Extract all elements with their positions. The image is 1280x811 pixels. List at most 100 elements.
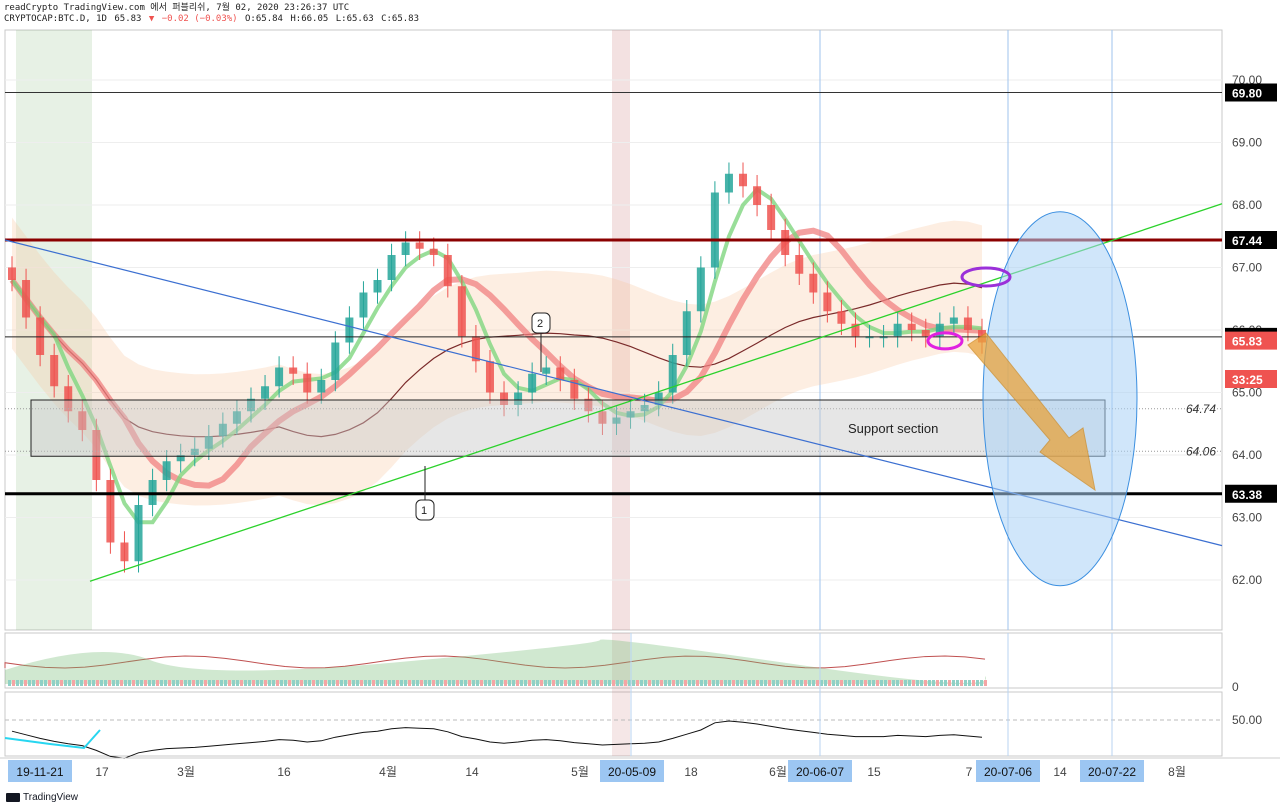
candle-body — [92, 430, 101, 480]
volume-bar — [64, 680, 67, 686]
down-arrow-icon: ▼ — [148, 14, 155, 24]
price-axis-badge — [1225, 83, 1277, 102]
ma-short-line — [10, 186, 983, 525]
volume-bar — [308, 680, 311, 686]
x-tick-label: 5월 — [571, 765, 589, 779]
candle-body — [949, 317, 958, 324]
volume-bar — [60, 680, 63, 686]
price-axis-badge — [1225, 484, 1277, 503]
x-tick-label: 17 — [95, 765, 109, 779]
volume-bar — [692, 680, 695, 686]
volume-bar — [732, 680, 735, 686]
volume-bar — [660, 680, 663, 686]
x-tick-label: 4월 — [379, 765, 397, 779]
volume-bar — [180, 680, 183, 686]
volume-bar — [968, 680, 971, 686]
volume-bar — [880, 680, 883, 686]
volume-bar — [176, 680, 179, 686]
volume-bar — [744, 680, 747, 686]
volume-bar — [72, 680, 75, 686]
volume-bar — [980, 680, 983, 686]
symbol-label[interactable]: CRYPTOCAP:BTC.D, 1D — [4, 14, 107, 24]
candle-body — [935, 323, 944, 337]
volume-bar — [656, 680, 659, 686]
callout-1[interactable]: 1 — [415, 466, 435, 521]
x-axis-date-badge — [976, 760, 1040, 782]
volume-bar — [228, 680, 231, 686]
volume-bar — [124, 680, 127, 686]
volume-bar — [740, 680, 743, 686]
volume-bar — [436, 680, 439, 686]
forecast-ellipse[interactable] — [982, 211, 1138, 587]
y-tick-label: 68.00 — [1232, 198, 1262, 212]
volume-bar — [772, 680, 775, 686]
volume-bar — [52, 680, 55, 686]
volume-bar — [120, 680, 123, 686]
magenta-circle-marker — [926, 331, 964, 351]
volume-bar — [588, 680, 591, 686]
candle-body — [232, 411, 241, 424]
volume-bar — [520, 680, 523, 686]
candle-body — [640, 405, 649, 412]
candle-body — [598, 411, 607, 424]
price-axis-label: 63.38 — [1232, 488, 1262, 502]
volume-bar — [136, 680, 139, 686]
y-tick-label: 69.00 — [1232, 136, 1262, 150]
volume-bar — [904, 680, 907, 686]
volume-bar — [604, 680, 607, 686]
x-axis-date-badge — [1080, 760, 1144, 782]
open-value: O:65.84 — [245, 14, 283, 24]
volume-bar — [268, 680, 271, 686]
callout-2[interactable]: 2 — [531, 312, 551, 372]
volume-bar — [96, 680, 99, 686]
support-section-box[interactable] — [30, 399, 1106, 457]
candle-body — [584, 398, 593, 412]
candle-body — [500, 392, 509, 405]
volume-bar — [932, 680, 935, 686]
volume-bar — [392, 680, 395, 686]
volume-bar — [204, 680, 207, 686]
volume-bar — [868, 680, 871, 686]
x-tick-label: 14 — [1053, 765, 1067, 779]
volume-bar — [628, 680, 631, 686]
x-tick-label: 3월 — [177, 765, 195, 779]
last-price: 65.83 — [114, 14, 142, 24]
volume-bar — [240, 680, 243, 686]
candle-body — [893, 323, 902, 337]
candle-body — [134, 505, 143, 562]
volume-bar — [108, 680, 111, 686]
price-axis-badge — [1225, 370, 1277, 388]
volume-bar — [840, 680, 843, 686]
volume-bar — [376, 680, 379, 686]
volume-bar — [212, 680, 215, 686]
volume-bar — [100, 680, 103, 686]
tradingview-logo[interactable]: TradingView — [6, 792, 78, 803]
volume-bar — [704, 680, 707, 686]
close-value: C:65.83 — [381, 14, 420, 24]
volume-bar — [900, 680, 903, 686]
volume-bar — [564, 680, 567, 686]
candle-body — [303, 373, 312, 393]
volume-bar — [908, 680, 911, 686]
price-change: −0.02 (−0.03%) — [161, 14, 238, 24]
volume-bar — [936, 680, 939, 686]
candle-body — [542, 367, 551, 374]
volume-bar — [832, 680, 835, 686]
volume-bar — [712, 680, 715, 686]
volume-bar — [184, 680, 187, 686]
volume-bar — [428, 680, 431, 686]
candle-body — [162, 461, 171, 480]
volume-bar — [888, 680, 891, 686]
volume-bar — [780, 680, 783, 686]
oscillator-cloud — [5, 639, 987, 684]
volume-bar — [188, 680, 191, 686]
rsi-pane[interactable] — [4, 691, 1223, 757]
volume-bar — [464, 680, 467, 686]
oscillator-pane[interactable] — [4, 632, 1223, 689]
volume-bar — [432, 680, 435, 686]
volume-bar — [248, 680, 251, 686]
volume-bar — [36, 680, 39, 686]
volume-bar — [156, 680, 159, 686]
volume-bar — [48, 680, 51, 686]
